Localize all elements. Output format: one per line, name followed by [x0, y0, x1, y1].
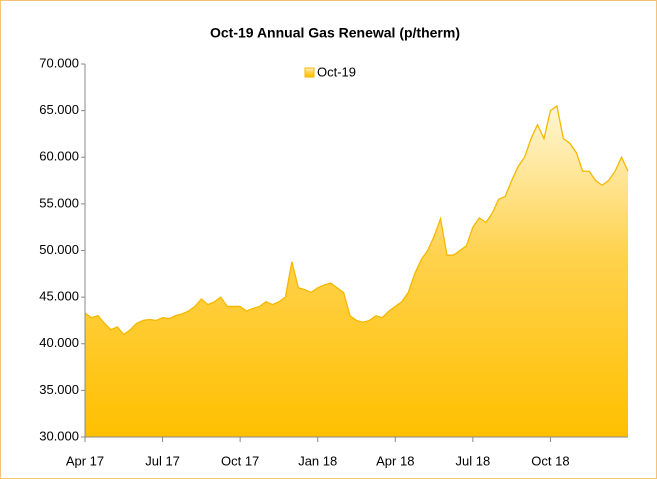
- y-tick-label: 35.000: [39, 382, 79, 397]
- y-tick-label: 60.000: [39, 149, 79, 164]
- y-tick-label: 40.000: [39, 335, 79, 350]
- x-tick-label: Jul 18: [456, 453, 491, 468]
- area: [85, 105, 628, 438]
- x-tick-label: Oct 18: [531, 453, 569, 468]
- y-tick-label: 45.000: [39, 289, 79, 304]
- y-tick-label: 70.000: [39, 55, 79, 70]
- x-tick-label: Oct 17: [221, 453, 259, 468]
- legend-swatch: [304, 67, 315, 78]
- x-tick-label: Jul 17: [145, 453, 180, 468]
- x-tick-label: Apr 17: [66, 453, 104, 468]
- legend-label: Oct-19: [317, 64, 356, 79]
- x-tick-label: Jan 18: [298, 453, 337, 468]
- x-tick-label: Apr 18: [376, 453, 414, 468]
- y-tick-label: 55.000: [39, 195, 79, 210]
- y-tick-label: 65.000: [39, 102, 79, 117]
- y-tick-label: 30.000: [39, 428, 79, 443]
- chart-title: Oct-19 Annual Gas Renewal (p/therm): [210, 25, 460, 41]
- y-tick-label: 50.000: [39, 242, 79, 257]
- line: [84, 104, 629, 336]
